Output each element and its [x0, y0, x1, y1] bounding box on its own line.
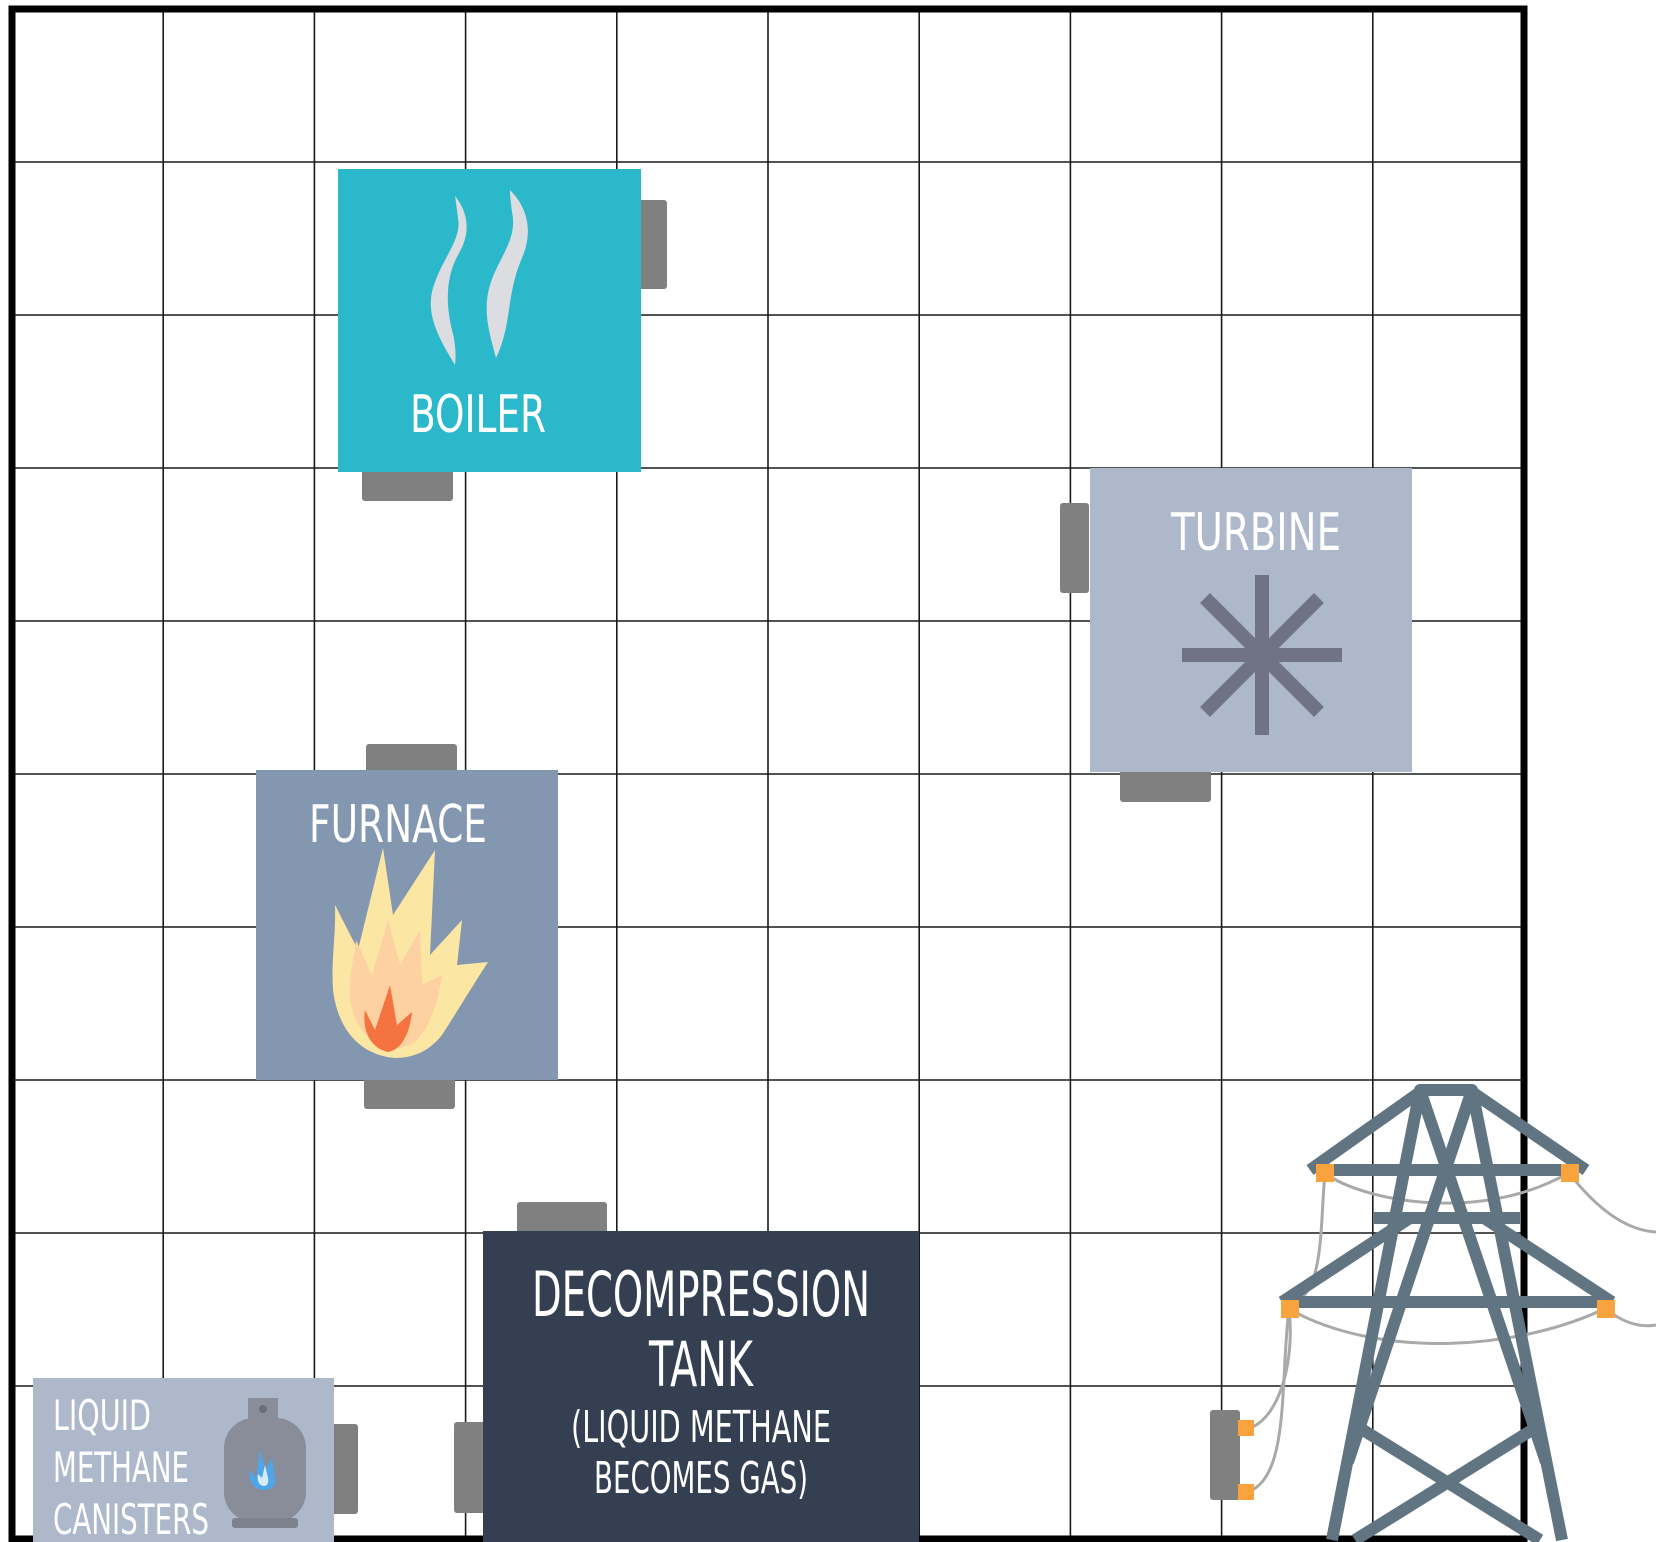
power-pylon[interactable]: [1210, 1084, 1656, 1542]
turbine-label: TURBINE: [1170, 503, 1341, 563]
gas-canister-icon: [224, 1398, 306, 1528]
boiler-label: BOILER: [410, 385, 546, 445]
tank-box[interactable]: [483, 1231, 919, 1542]
pylon-tower: [1278, 1084, 1616, 1542]
tank-note-line1: (LIQUID METHANE: [571, 1402, 831, 1453]
turbine-component[interactable]: TURBINE: [1060, 468, 1412, 802]
furnace-connector-bottom[interactable]: [364, 1075, 455, 1109]
turbine-connector-bottom[interactable]: [1120, 767, 1211, 802]
furnace-connector-top[interactable]: [366, 744, 457, 777]
pylon-insulators: [1238, 1164, 1615, 1500]
power-pylon-icon: [1238, 1084, 1656, 1542]
canisters-label-line2: METHANE: [53, 1443, 189, 1492]
tank-connector-left[interactable]: [454, 1422, 487, 1513]
tank-connector-top[interactable]: [517, 1202, 607, 1235]
decompression-tank-component[interactable]: DECOMPRESSION TANK (LIQUID METHANE BECOM…: [454, 1202, 919, 1542]
tank-title-line2: TANK: [648, 1328, 753, 1401]
boiler-component[interactable]: BOILER: [338, 169, 667, 501]
furnace-label: FURNACE: [309, 795, 487, 855]
furnace-component[interactable]: FURNACE: [256, 744, 558, 1109]
turbine-box[interactable]: [1090, 468, 1412, 772]
boiler-connector-bottom[interactable]: [362, 466, 453, 501]
pylon-connector-left[interactable]: [1210, 1410, 1240, 1500]
canisters-connector-right[interactable]: [327, 1424, 358, 1514]
flame-icon: [332, 848, 488, 1058]
canisters-component[interactable]: LIQUID METHANE CANISTERS: [33, 1378, 358, 1542]
tank-note-line2: BECOMES GAS): [594, 1453, 808, 1504]
tank-title-line1: DECOMPRESSION: [532, 1258, 870, 1331]
canisters-label-line1: LIQUID: [53, 1391, 151, 1440]
steam-icon: [430, 190, 528, 365]
asterisk-fan-icon: [1182, 575, 1342, 735]
canisters-label-line3: CANISTERS: [53, 1495, 209, 1542]
turbine-connector-left[interactable]: [1060, 503, 1089, 593]
